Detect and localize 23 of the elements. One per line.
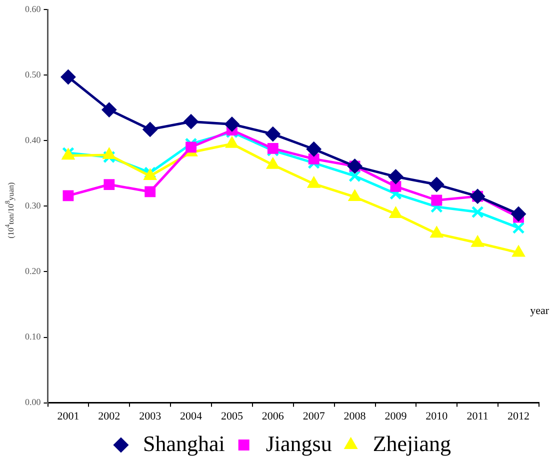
x-tick-label: 2005 (220, 410, 244, 422)
y-tick-label: 0.50 (25, 69, 42, 80)
y-tick-label: 0.20 (25, 266, 42, 276)
y-tick-label: 0.30 (25, 200, 42, 211)
x-tick-label: 2003 (139, 410, 162, 422)
y-tick-label: 0.00 (25, 397, 42, 408)
x-tick-label: 2006 (262, 410, 284, 422)
x-tick-label: 2002 (98, 410, 120, 422)
x-tick-label: 2001 (57, 410, 80, 422)
x-tick-label: 2004 (180, 410, 203, 422)
x-tick-label: 2009 (384, 410, 408, 422)
x-axis-title: year (530, 305, 549, 317)
x-tick-label: 2007 (302, 410, 326, 422)
y-tick-label: 0.60 (25, 4, 42, 14)
x-tick-label: 2008 (344, 410, 366, 422)
x-tick-label: 2011 (466, 410, 488, 422)
legend-label: Jiangsu (266, 430, 332, 456)
legend-label: Shanghai (142, 430, 225, 456)
y-tick-label: 0.40 (25, 134, 42, 145)
x-tick-label: 2012 (508, 410, 530, 422)
x-tick-label: 2010 (426, 410, 448, 422)
legend-label: Zhejiang (372, 430, 452, 456)
y-tick-label: 0.10 (25, 332, 42, 342)
